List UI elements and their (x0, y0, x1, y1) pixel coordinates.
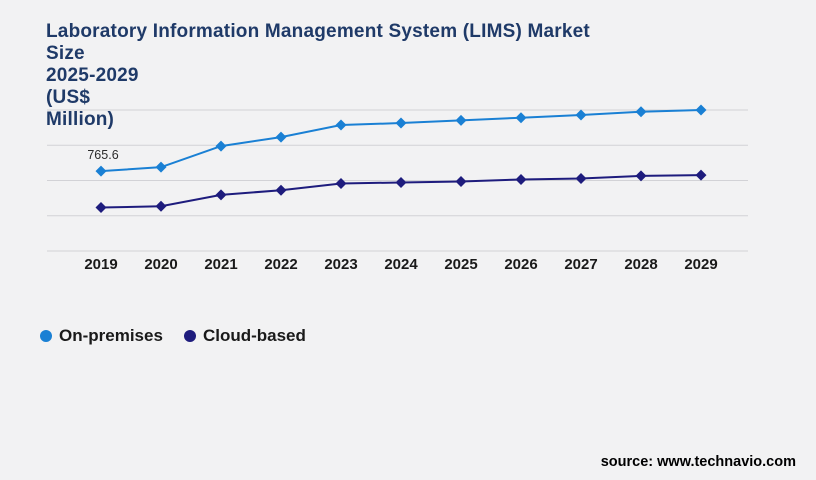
chart-legend: On-premises Cloud-based (40, 326, 306, 346)
chart-title: Laboratory Information Management System… (46, 21, 590, 131)
x-tick-label: 2020 (144, 256, 177, 273)
data-point-marker-on-premises (695, 104, 707, 116)
data-point-marker-cloud-based (275, 184, 287, 196)
data-point-marker-cloud-based (335, 178, 347, 190)
x-tick-label: 2024 (384, 256, 418, 273)
x-tick-label: 2022 (264, 256, 297, 273)
legend-swatch-cloud-based-icon (183, 330, 196, 342)
data-point-marker-cloud-based (515, 173, 527, 185)
data-point-marker-on-premises (575, 109, 587, 121)
data-point-marker-cloud-based (455, 175, 467, 187)
x-tick-label: 2019 (84, 256, 117, 273)
chart-title-line: (US$ (46, 87, 91, 108)
data-point-marker-on-premises (635, 106, 647, 118)
data-point-marker-cloud-based (395, 176, 407, 188)
data-point-marker-on-premises (455, 114, 467, 126)
chart-title-line: Laboratory Information Management System… (46, 21, 590, 42)
x-tick-label: 2026 (504, 256, 537, 273)
legend-swatch-on-premises-icon (40, 330, 52, 342)
data-point-marker-on-premises (395, 117, 407, 129)
legend-label: Cloud-based (202, 326, 306, 345)
x-tick-label: 2027 (564, 256, 597, 273)
data-point-marker-on-premises (215, 140, 227, 152)
data-point-marker-cloud-based (635, 170, 647, 182)
data-label: 765.6 (87, 148, 118, 162)
data-point-marker-on-premises (515, 112, 527, 124)
legend-item-cloud-based: Cloud-based (183, 326, 306, 346)
chart-title-line: Million) (46, 109, 115, 130)
x-tick-label: 2021 (204, 256, 237, 273)
data-point-marker-on-premises (275, 131, 287, 143)
x-tick-label: 2029 (684, 256, 717, 273)
chart-title-line: 2025-2029 (46, 65, 139, 86)
chart-title-line: Size (46, 43, 85, 64)
data-point-marker-cloud-based (215, 189, 227, 201)
data-point-marker-cloud-based (95, 202, 107, 214)
data-point-marker-on-premises (155, 161, 167, 173)
source-attribution: source: www.technavio.com (600, 454, 796, 470)
x-tick-label: 2028 (624, 256, 657, 273)
data-point-marker-cloud-based (155, 200, 167, 212)
x-tick-label: 2023 (324, 256, 357, 273)
data-point-marker-on-premises (95, 165, 107, 177)
data-point-marker-on-premises (335, 119, 347, 131)
x-tick-label: 2025 (444, 256, 477, 273)
data-point-marker-cloud-based (695, 169, 707, 181)
legend-label: On-premises (59, 326, 163, 345)
data-point-marker-cloud-based (575, 173, 587, 185)
legend-item-on-premises: On-premises (40, 326, 163, 346)
